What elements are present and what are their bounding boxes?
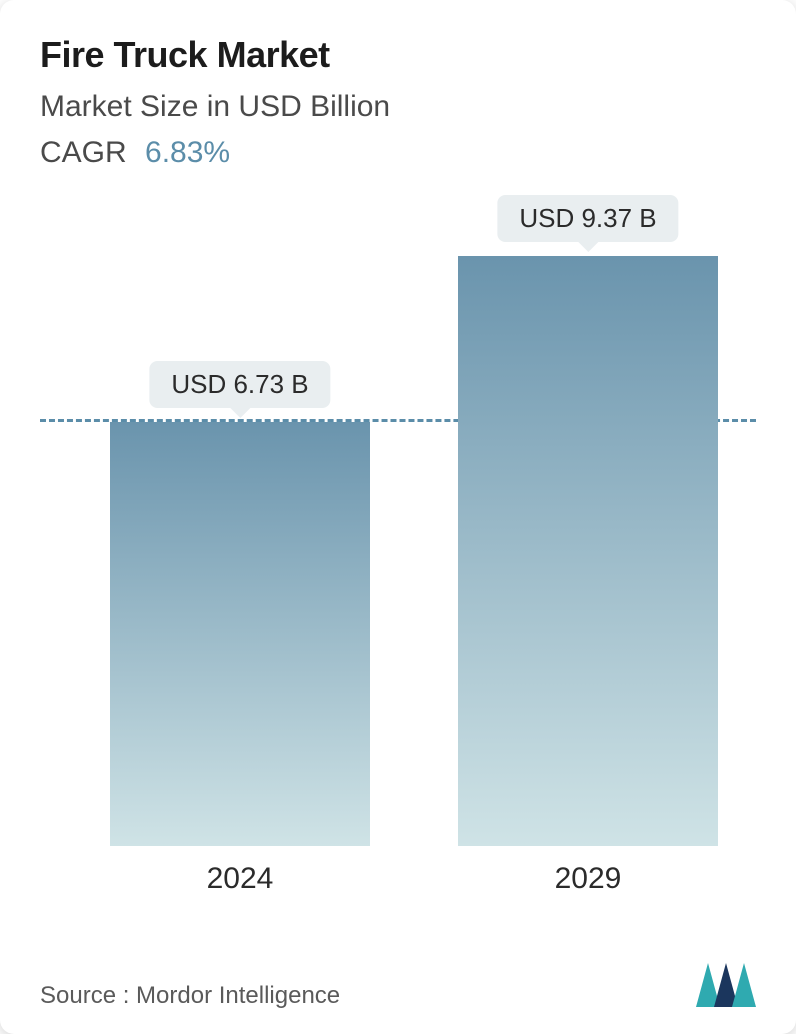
source-text: Source : Mordor Intelligence bbox=[40, 982, 340, 1010]
value-badge: USD 6.73 B bbox=[149, 361, 330, 408]
x-axis-label: 2024 bbox=[207, 862, 274, 896]
chart-title: Fire Truck Market bbox=[40, 34, 756, 76]
chart-card: Fire Truck Market Market Size in USD Bil… bbox=[0, 0, 796, 1034]
cagr-line: CAGR 6.83% bbox=[40, 136, 756, 170]
value-badge: USD 9.37 B bbox=[497, 195, 678, 242]
chart-subtitle: Market Size in USD Billion bbox=[40, 90, 756, 124]
bar bbox=[110, 422, 370, 846]
bar-fill bbox=[458, 256, 718, 846]
brand-logo-icon bbox=[696, 963, 760, 1012]
chart-area: USD 6.73 B 2024 USD 9.37 B 2029 bbox=[40, 196, 756, 916]
bar bbox=[458, 256, 718, 846]
cagr-value: 6.83% bbox=[145, 136, 230, 169]
cagr-label: CAGR bbox=[40, 136, 127, 169]
bar-fill bbox=[110, 422, 370, 846]
x-axis-label: 2029 bbox=[555, 862, 622, 896]
